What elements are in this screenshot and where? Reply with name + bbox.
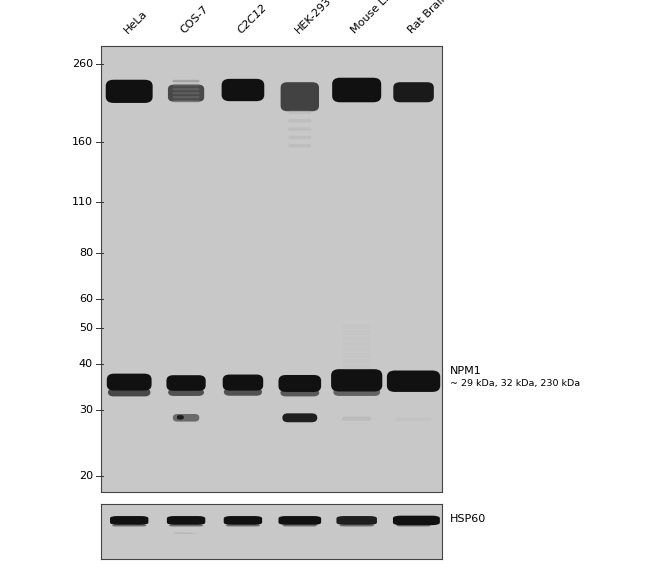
FancyBboxPatch shape: [106, 79, 153, 103]
FancyBboxPatch shape: [282, 525, 317, 526]
FancyBboxPatch shape: [168, 525, 203, 526]
FancyBboxPatch shape: [395, 418, 432, 422]
Text: 110: 110: [72, 197, 93, 207]
Text: COS-7: COS-7: [179, 3, 211, 35]
FancyBboxPatch shape: [166, 375, 205, 391]
FancyBboxPatch shape: [172, 96, 200, 98]
FancyBboxPatch shape: [343, 365, 370, 369]
Text: 160: 160: [72, 137, 93, 147]
FancyBboxPatch shape: [168, 85, 204, 101]
Text: 260: 260: [72, 59, 93, 69]
FancyBboxPatch shape: [172, 80, 200, 82]
FancyBboxPatch shape: [278, 516, 321, 525]
FancyBboxPatch shape: [174, 533, 193, 534]
FancyBboxPatch shape: [112, 525, 147, 526]
FancyBboxPatch shape: [278, 375, 321, 392]
FancyBboxPatch shape: [226, 525, 261, 526]
FancyBboxPatch shape: [343, 359, 370, 363]
FancyBboxPatch shape: [332, 78, 381, 103]
FancyBboxPatch shape: [172, 84, 200, 86]
Text: HSP60: HSP60: [450, 514, 486, 524]
Text: 20: 20: [79, 471, 93, 480]
FancyBboxPatch shape: [343, 347, 370, 352]
FancyBboxPatch shape: [281, 82, 319, 111]
FancyBboxPatch shape: [168, 389, 204, 396]
FancyBboxPatch shape: [343, 324, 370, 329]
FancyBboxPatch shape: [343, 342, 370, 346]
FancyBboxPatch shape: [172, 88, 200, 90]
FancyBboxPatch shape: [167, 516, 205, 525]
FancyBboxPatch shape: [337, 516, 377, 525]
FancyBboxPatch shape: [387, 370, 440, 392]
FancyBboxPatch shape: [288, 127, 311, 131]
FancyBboxPatch shape: [288, 144, 311, 147]
FancyBboxPatch shape: [396, 525, 431, 526]
FancyBboxPatch shape: [280, 389, 319, 396]
Text: Mouse Liver: Mouse Liver: [350, 0, 404, 35]
FancyBboxPatch shape: [108, 388, 151, 396]
Text: HEK-293: HEK-293: [292, 0, 333, 35]
FancyBboxPatch shape: [224, 516, 262, 525]
FancyBboxPatch shape: [224, 388, 262, 396]
Text: 80: 80: [79, 248, 93, 258]
FancyBboxPatch shape: [343, 336, 370, 340]
Text: Rat Brain: Rat Brain: [406, 0, 450, 35]
FancyBboxPatch shape: [188, 533, 197, 534]
FancyBboxPatch shape: [177, 415, 184, 419]
FancyBboxPatch shape: [343, 330, 370, 335]
FancyBboxPatch shape: [110, 516, 148, 525]
FancyBboxPatch shape: [288, 119, 311, 123]
FancyBboxPatch shape: [333, 388, 380, 396]
Text: C2C12: C2C12: [236, 2, 269, 35]
FancyBboxPatch shape: [107, 374, 151, 391]
Text: ~ 29 kDa, 32 kDa, 230 kDa: ~ 29 kDa, 32 kDa, 230 kDa: [450, 379, 580, 388]
Text: 50: 50: [79, 323, 93, 334]
FancyBboxPatch shape: [223, 374, 263, 391]
FancyBboxPatch shape: [222, 79, 265, 101]
FancyBboxPatch shape: [393, 516, 440, 525]
Text: 60: 60: [79, 294, 93, 304]
Text: 30: 30: [79, 406, 93, 415]
FancyBboxPatch shape: [393, 82, 434, 103]
Text: HeLa: HeLa: [122, 8, 150, 35]
FancyBboxPatch shape: [342, 416, 372, 421]
FancyBboxPatch shape: [339, 525, 374, 526]
FancyBboxPatch shape: [288, 111, 311, 114]
Text: 40: 40: [79, 359, 93, 369]
Text: NPM1: NPM1: [450, 366, 482, 376]
FancyBboxPatch shape: [282, 414, 317, 422]
FancyBboxPatch shape: [343, 353, 370, 358]
FancyBboxPatch shape: [173, 414, 200, 422]
FancyBboxPatch shape: [172, 100, 200, 103]
FancyBboxPatch shape: [331, 369, 382, 392]
FancyBboxPatch shape: [172, 92, 200, 94]
FancyBboxPatch shape: [288, 136, 311, 139]
